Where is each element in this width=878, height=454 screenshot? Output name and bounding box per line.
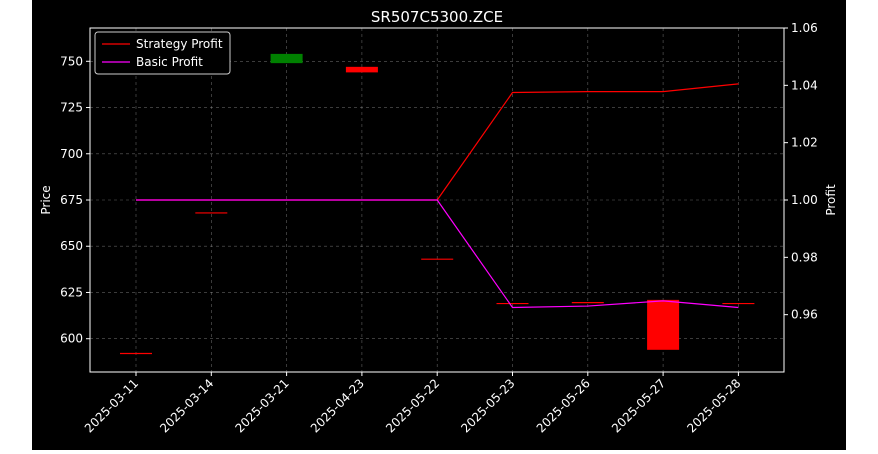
left-tick-label: 625 [60,285,83,299]
basic-profit-line [136,199,739,309]
right-tick-label: 1.00 [791,193,818,207]
chart-figure: SR507C5300.ZCE 600 625 650 675 700 725 750 0.9… [32,0,846,450]
x-tick-label: 2025-03-14 [157,376,216,435]
left-tick-label: 650 [60,239,83,253]
x-tick-label: 2025-05-26 [534,376,593,435]
right-axis: 0.96 0.98 1.00 1.02 1.04 1.06 [784,21,818,322]
left-tick-label: 750 [60,54,83,68]
legend-box [94,31,231,75]
left-axis-label: Price [39,185,53,214]
candle-body [345,66,378,73]
left-tick-label: 675 [60,193,83,207]
x-tick-label: 2025-05-27 [609,376,668,435]
left-axis: 600 625 650 675 700 725 750 [60,54,90,346]
x-tick-label: 2025-05-22 [383,376,442,435]
right-tick-label: 1.04 [791,78,818,92]
profit-lines [136,83,739,309]
left-tick-label: 600 [60,332,83,346]
x-axis: 2025-03-11 2025-03-14 2025-03-21 2025-04-23… [82,372,744,435]
right-tick-label: 0.96 [791,308,818,322]
right-tick-label: 1.06 [791,21,818,35]
x-tick-label: 2025-05-28 [684,376,743,435]
candles [120,53,755,355]
legend-label-strategy: Strategy Profit [136,37,223,51]
right-tick-label: 0.98 [791,250,818,264]
left-tick-label: 725 [60,101,83,115]
x-tick-label: 2025-05-23 [458,376,517,435]
legend: Strategy Profit Basic Profit [94,31,231,75]
x-tick-label: 2025-03-21 [233,376,292,435]
candle-body [647,299,680,350]
chart-svg: SR507C5300.ZCE 600 625 650 675 700 725 750 0.9… [39,8,838,435]
legend-label-basic: Basic Profit [136,55,203,69]
right-tick-label: 1.02 [791,136,818,150]
candle-body [270,53,303,64]
right-axis-label: Profit [824,184,838,216]
x-tick-label: 2025-04-23 [308,376,367,435]
x-tick-label: 2025-03-11 [82,376,141,435]
chart-title: SR507C5300.ZCE [371,8,503,26]
left-tick-label: 700 [60,147,83,161]
